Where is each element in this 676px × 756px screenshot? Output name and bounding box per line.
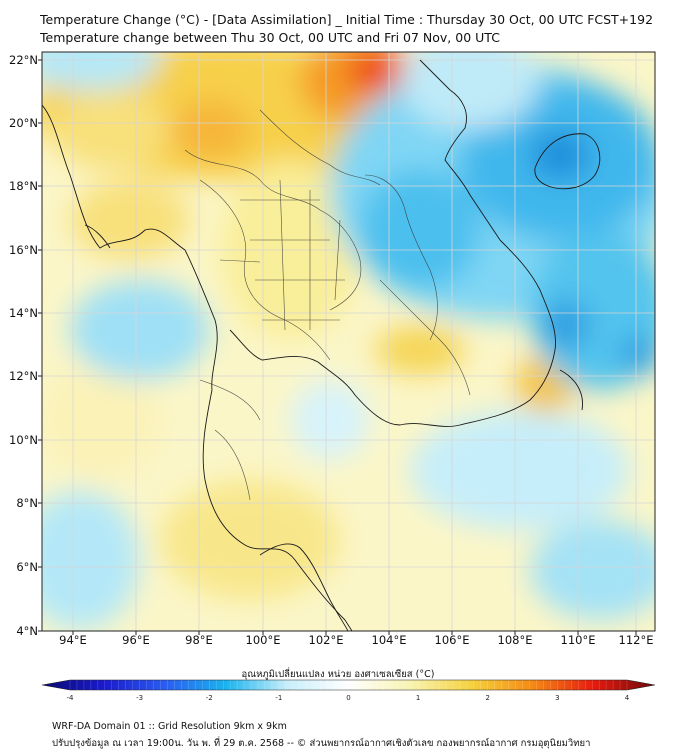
colorbar-tick-label: 0 [346, 694, 350, 702]
lat-label: 18°N [9, 179, 38, 193]
lon-label: 104°E [372, 633, 407, 647]
colorbar-tick-label: 2 [486, 694, 490, 702]
map-title: Temperature Change (°C) - [Data Assimila… [40, 12, 654, 27]
temperature-field [42, 52, 655, 631]
lat-label: 8°N [16, 496, 38, 510]
lon-label: 106°E [435, 633, 470, 647]
coastlines [42, 59, 601, 631]
lat-label: 10°N [9, 433, 38, 447]
lon-label: 108°E [498, 633, 533, 647]
lat-label: 16°N [9, 243, 38, 257]
longitude-labels: 94°E 96°E 98°E 100°E 102°E 104°E 106°E 108°E 110… [59, 631, 653, 647]
colorbar-tick-label: 1 [416, 694, 420, 702]
lon-label: 98°E [185, 633, 213, 647]
lon-label: 112°E [619, 633, 654, 647]
colorbar-tick-label: -3 [136, 694, 143, 702]
colorbar-tick-label: -4 [67, 694, 75, 702]
plot-frame [41, 51, 656, 632]
lat-label: 14°N [9, 306, 38, 320]
latitude-labels: 22°N 20°N 18°N 16°N 14°N 12°N 10°N 8°N 6°N 4°N [9, 53, 42, 638]
map-subtitle: Temperature change between Thu 30 Oct, 0… [40, 30, 500, 45]
lat-label: 4°N [16, 624, 38, 638]
colorbar: -4 -3 -2 -1 0 1 2 3 4 [41, 679, 656, 702]
graticule [42, 52, 655, 631]
lon-label: 100°E [246, 633, 281, 647]
lon-label: 102°E [309, 633, 344, 647]
lon-label: 110°E [561, 633, 596, 647]
footer-credit: ปรับปรุงข้อมูล ณ เวลา 19:00น. วัน พ. ที่… [52, 738, 591, 749]
colorbar-title: อุณหภูมิเปลี่ยนแปลง หน่วย องศาเซลเซียส (… [241, 669, 435, 680]
colorbar-tick-label: -1 [275, 694, 282, 702]
colorbar-tick-label: 3 [555, 694, 559, 702]
footer-domain: WRF-DA Domain 01 :: Grid Resolution 9km … [52, 721, 287, 732]
colorbar-tick-label: -2 [206, 694, 213, 702]
lon-label: 94°E [59, 633, 87, 647]
lat-label: 22°N [9, 53, 38, 67]
lat-label: 6°N [16, 560, 38, 574]
lon-label: 96°E [122, 633, 150, 647]
lat-label: 20°N [9, 116, 38, 130]
lat-label: 12°N [9, 369, 38, 383]
colorbar-tick-label: 4 [625, 694, 630, 702]
province-borders [184, 109, 471, 501]
